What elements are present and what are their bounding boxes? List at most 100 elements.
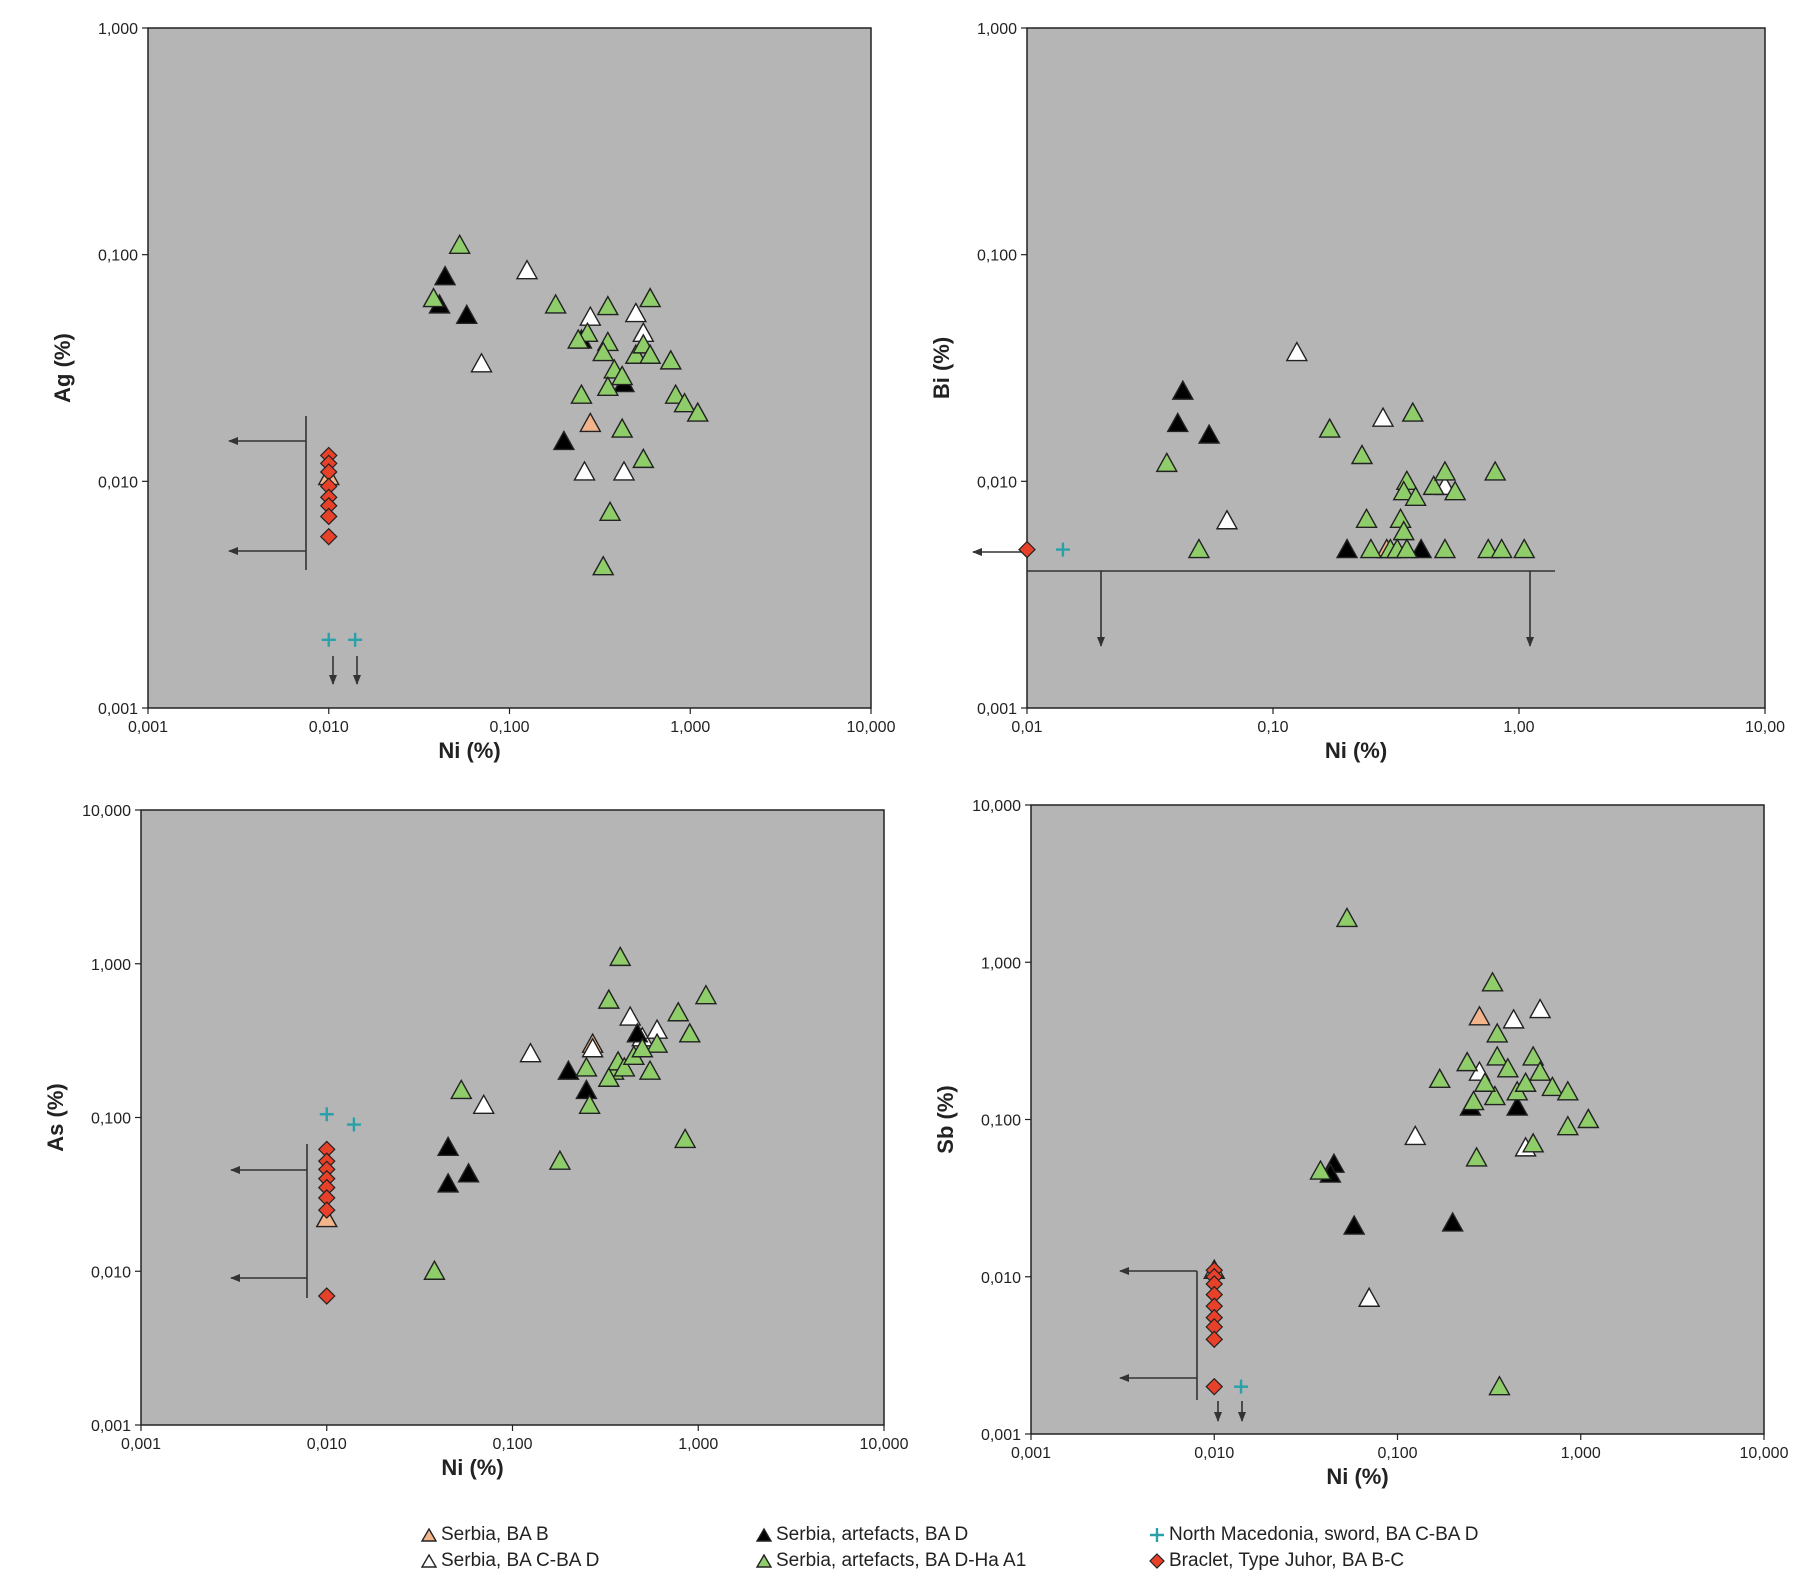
x-tick-label: 0,100 — [492, 1436, 532, 1453]
x-axis-label: Ni (%) — [1326, 1464, 1388, 1489]
data-point-triangle — [1155, 451, 1178, 473]
data-point-triangle — [1490, 538, 1513, 559]
y-tick-label: 0,001 — [977, 701, 1017, 718]
data-point-triangle — [1404, 485, 1427, 507]
data-point-triangle — [1488, 1375, 1511, 1396]
data-point-diamond — [317, 1201, 336, 1219]
data-point-triangle — [470, 352, 493, 373]
data-point-triangle — [1483, 1085, 1507, 1106]
data-point-triangle — [1506, 1095, 1529, 1116]
data-point-triangle — [1455, 1051, 1479, 1072]
data-point-diamond — [319, 507, 338, 526]
data-point-triangle — [422, 287, 445, 308]
data-point-triangle — [472, 1093, 495, 1115]
data-point-triangle — [575, 1078, 598, 1100]
triangle-icon — [755, 1553, 773, 1568]
data-point-triangle — [1465, 1146, 1488, 1167]
legend-item: Serbia, artefacts, BA D — [755, 1524, 968, 1546]
data-point-triangle — [1481, 971, 1504, 992]
data-point-triangle — [581, 1037, 604, 1058]
data-point-triangle — [1285, 341, 1309, 362]
data-point-triangle — [578, 1093, 601, 1115]
data-point-diamond — [317, 1287, 336, 1305]
data-point-triangle — [1443, 480, 1467, 501]
data-point-triangle — [579, 412, 602, 433]
data-point-triangle — [436, 1135, 460, 1156]
x-tick-label: 1,000 — [1561, 1445, 1601, 1462]
data-point-triangle — [1496, 1057, 1520, 1078]
legend-label: North Macedonia, sword, BA C-BA D — [1169, 1524, 1479, 1545]
x-tick-label: 0,010 — [309, 719, 349, 736]
data-point-diamond — [1205, 1330, 1224, 1349]
scatter-panel-1: 0,001 0,010 0,100 1,000 10,000 0,001 0,010 0,10… — [50, 21, 896, 763]
x-axis-label: Ni (%) — [1325, 738, 1387, 763]
data-point-triangle — [1468, 1005, 1491, 1026]
y-tick-label: 0,001 — [98, 701, 138, 718]
data-point-triangle — [423, 1259, 446, 1280]
data-point-triangle — [610, 417, 634, 438]
data-point-triangle — [1350, 444, 1374, 465]
data-point-triangle — [579, 305, 602, 326]
data-point-triangle — [1556, 1115, 1580, 1136]
y-tick-label: 1,000 — [981, 955, 1021, 972]
y-axis-label: Sb (%) — [933, 1085, 958, 1153]
data-point-triangle — [1404, 1125, 1427, 1146]
x-tick-label: 0,010 — [1194, 1445, 1234, 1462]
x-tick-label: 0,01 — [1011, 719, 1042, 736]
data-point-triangle — [1433, 460, 1457, 481]
data-point-triangle — [592, 555, 615, 576]
x-tick-label: 0,10 — [1257, 719, 1288, 736]
legend-label: Braclet, Type Juhor, BA B-C — [1169, 1550, 1405, 1571]
x-tick-label: 0,001 — [1011, 1445, 1051, 1462]
legend-item: Serbia, artefacts, BA D-Ha A1 — [755, 1550, 1026, 1572]
data-point-triangle — [1541, 1075, 1564, 1097]
data-point-triangle — [1409, 538, 1433, 559]
y-tick-label: 0,010 — [98, 474, 138, 491]
data-point-triangle — [659, 349, 682, 370]
legend-item: Serbia, BA C-BA D — [420, 1550, 599, 1572]
data-point-triangle — [678, 1022, 701, 1043]
x-axis-label: Ni (%) — [441, 1455, 503, 1480]
data-point-triangle — [597, 988, 621, 1009]
data-point-triangle — [598, 500, 622, 522]
data-point-triangle — [597, 1066, 621, 1087]
data-point-triangle — [457, 1162, 480, 1183]
data-point-plus — [1234, 1379, 1249, 1394]
data-point-triangle — [548, 1149, 572, 1170]
data-point-triangle — [596, 375, 620, 396]
data-point-triangle — [1486, 1022, 1509, 1043]
diamond-icon — [1149, 1553, 1165, 1569]
x-tick-label: 0,100 — [1377, 1445, 1417, 1462]
y-axis-label: Bi (%) — [929, 337, 954, 399]
data-point-plus — [1055, 542, 1070, 557]
data-point-triangle — [1514, 1071, 1537, 1092]
data-point-triangle — [570, 383, 593, 404]
data-point-triangle — [1392, 480, 1415, 501]
data-point-triangle — [436, 1172, 460, 1193]
data-point-triangle — [596, 295, 620, 316]
data-point-triangle — [624, 302, 648, 323]
data-point-triangle — [1433, 538, 1457, 559]
data-point-triangle — [544, 293, 567, 314]
scatter-panel-3: 0,001 0,010 0,100 1,000 10,000 0,001 0,010 0,10… — [43, 803, 909, 1480]
x-tick-label: 0,001 — [128, 719, 168, 736]
data-point-triangle — [519, 1042, 542, 1063]
data-point-triangle — [1197, 423, 1221, 444]
data-point-triangle — [1428, 1067, 1451, 1089]
legend: Serbia, BA B Serbia, BA C-BA D Serbia, a… — [0, 1522, 1801, 1580]
data-point-triangle — [1441, 1211, 1464, 1232]
legend-label: Serbia, artefacts, BA D — [776, 1524, 969, 1545]
data-point-diamond — [1018, 540, 1036, 559]
x-tick-label: 10,00 — [1745, 719, 1785, 736]
scatter-panel-4: 0,001 0,010 0,100 1,000 10,000 0,001 0,010 0,10… — [933, 798, 1789, 1489]
data-point-triangle — [1215, 509, 1239, 530]
data-point-triangle — [1477, 538, 1500, 559]
triangle-icon — [420, 1527, 438, 1542]
triangle-icon — [420, 1553, 438, 1568]
data-point-plus — [321, 632, 336, 647]
data-point-triangle — [1318, 417, 1341, 438]
x-axis-label: Ni (%) — [438, 738, 500, 763]
x-tick-label: 1,000 — [678, 1436, 718, 1453]
y-tick-label: 1,000 — [91, 957, 131, 974]
data-point-triangle — [1528, 1060, 1552, 1081]
